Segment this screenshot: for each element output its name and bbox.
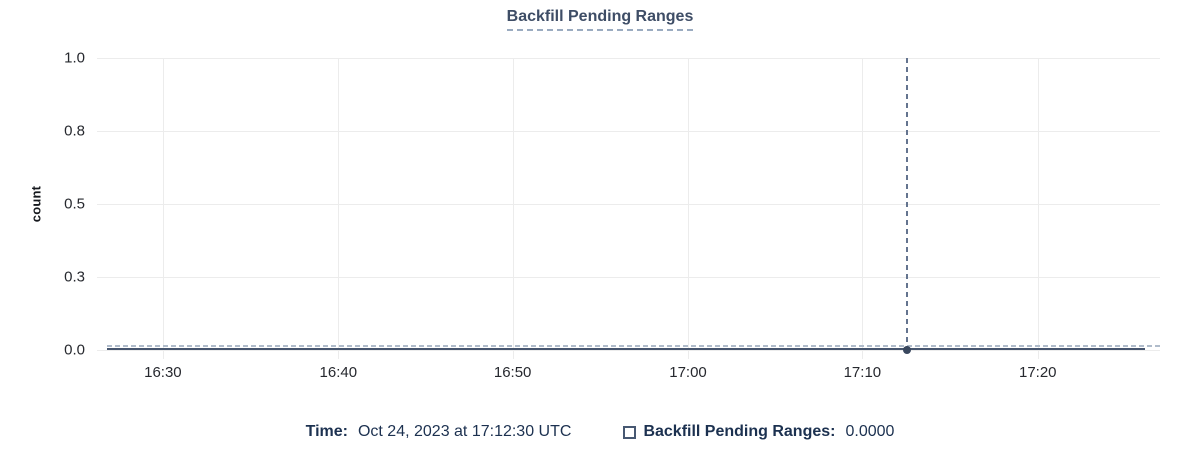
horizontal-gridline	[97, 277, 1160, 278]
x-tick-label: 16:40	[319, 364, 358, 381]
chart-legend: Time: Oct 24, 2023 at 17:12:30 UTC Backf…	[0, 418, 1200, 446]
vertical-gridline	[338, 58, 340, 359]
chart-header: Backfill Pending Ranges	[0, 8, 1200, 31]
legend-time-group: Time: Oct 24, 2023 at 17:12:30 UTC	[306, 423, 572, 441]
chart-title[interactable]: Backfill Pending Ranges	[506, 8, 694, 31]
legend-series-group: Backfill Pending Ranges: 0.0000	[623, 423, 894, 441]
x-tick-label: 16:50	[493, 364, 532, 381]
x-tick-label: 17:10	[843, 364, 882, 381]
x-tick-label: 17:20	[1018, 364, 1057, 381]
vertical-gridline	[162, 58, 164, 359]
hover-point-dot	[903, 346, 911, 354]
series-line	[107, 348, 1145, 350]
y-tick-label: 1.0	[64, 49, 85, 67]
y-tick-label: 0.3	[64, 268, 85, 286]
horizontal-gridline	[97, 131, 1160, 132]
y-tick-label: 0.8	[64, 122, 85, 140]
legend-series-label: Backfill Pending Ranges:	[643, 423, 836, 440]
series-visibility-checkbox[interactable]	[623, 425, 637, 439]
hover-crosshair-line	[906, 58, 908, 350]
x-tick-label: 17:00	[669, 364, 707, 381]
plot-area[interactable]	[97, 58, 1160, 359]
legend-time-value: Oct 24, 2023 at 17:12:30 UTC	[357, 423, 572, 440]
vertical-gridline	[1037, 58, 1039, 359]
x-axis-tick-labels: 16:30 16:40 16:50 17:00 17:10 17:20	[97, 364, 1160, 384]
zero-value-dashed-line	[107, 345, 1160, 347]
vertical-gridline	[862, 58, 864, 359]
y-tick-label: 0.5	[64, 195, 85, 213]
legend-series-value: 0.0000	[845, 423, 895, 440]
y-axis-tick-labels: 1.0 0.8 0.5 0.3 0.0	[0, 50, 85, 359]
x-tick-label: 16:30	[144, 364, 182, 381]
y-tick-label: 0.0	[64, 341, 85, 359]
vertical-gridline	[512, 58, 514, 359]
horizontal-gridline	[97, 58, 1160, 59]
vertical-gridline	[688, 58, 690, 359]
legend-time-label: Time:	[305, 423, 348, 440]
horizontal-gridline	[97, 204, 1160, 205]
horizontal-gridline	[97, 350, 1160, 351]
